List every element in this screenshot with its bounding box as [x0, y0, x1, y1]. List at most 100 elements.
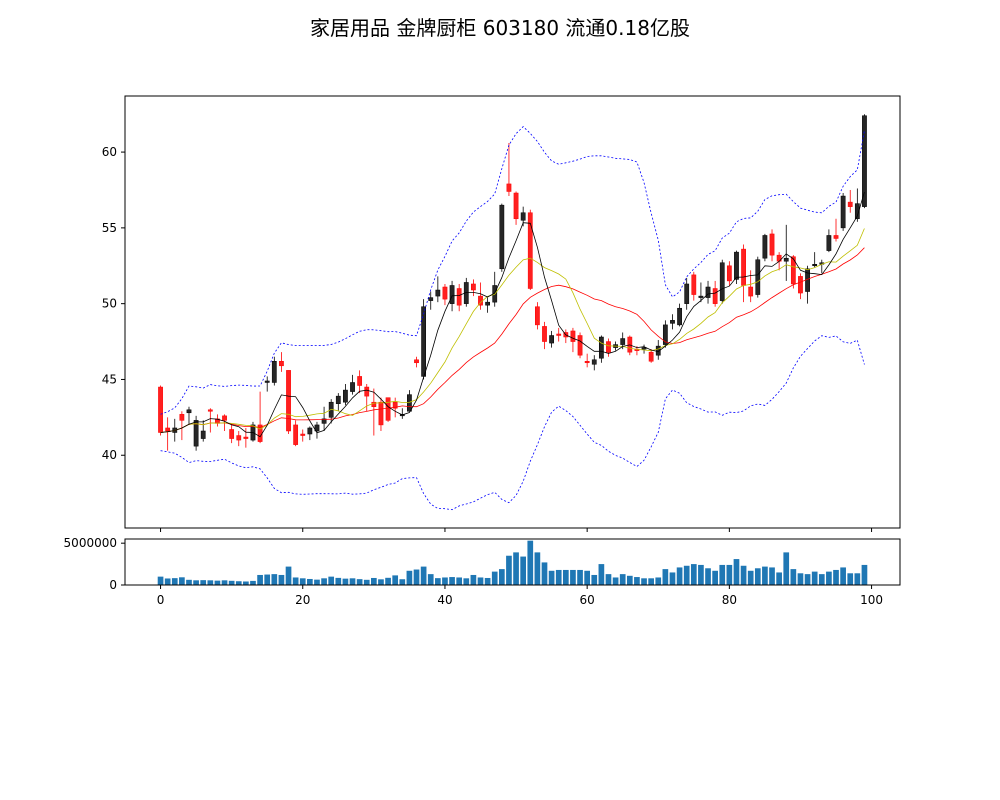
volume-bar — [619, 574, 626, 585]
volume-bar — [463, 578, 470, 585]
volume-bar — [371, 577, 377, 585]
volume-bar — [591, 574, 598, 585]
x-tick-label: 100 — [860, 593, 883, 607]
volume-bar — [726, 564, 733, 585]
candle-body — [392, 401, 398, 409]
volume-bar — [477, 577, 484, 585]
volume-bar — [292, 577, 299, 585]
x-tick-label: 60 — [580, 593, 595, 607]
upper-band-line — [160, 126, 865, 415]
volume-bar — [712, 570, 718, 585]
volume-bar — [570, 569, 576, 585]
ma-long-line — [160, 247, 865, 433]
volume-bar — [399, 579, 406, 585]
candle-body — [193, 420, 199, 447]
volume-bar — [285, 566, 292, 585]
candle-body — [200, 430, 206, 439]
candle-body — [648, 351, 654, 362]
volume-bar — [427, 574, 434, 585]
candle-body — [769, 233, 775, 256]
candle-body — [691, 274, 697, 295]
volume-bar — [698, 564, 704, 585]
candle-body — [506, 183, 512, 192]
candle-body — [748, 286, 754, 297]
candle-body — [734, 251, 739, 280]
volume-bar — [797, 573, 804, 585]
candle-body — [442, 286, 448, 300]
candle-body — [314, 424, 320, 432]
volume-bar — [243, 581, 249, 585]
candle-body — [698, 295, 704, 298]
price-tick-label: 55 — [102, 221, 117, 235]
candle-body — [364, 386, 370, 397]
candle-body — [371, 401, 377, 407]
x-tick-label: 80 — [722, 593, 737, 607]
candle-body — [350, 382, 355, 392]
volume-bar — [171, 578, 178, 585]
volume-bar — [186, 579, 192, 585]
volume-bar — [783, 552, 790, 585]
lower-band-line — [160, 335, 865, 511]
volume-bar — [413, 569, 420, 585]
volume-bar — [584, 570, 590, 585]
volume-bar — [307, 578, 313, 585]
candle-body — [584, 361, 590, 364]
candle-body — [854, 203, 860, 220]
volume-bar — [221, 580, 228, 585]
candle-body — [286, 370, 291, 432]
candle-body — [812, 264, 818, 267]
x-tick-label: 0 — [157, 593, 165, 607]
volume-bar — [200, 580, 207, 585]
volume-bar — [484, 577, 491, 585]
volume-bar — [228, 580, 235, 585]
volume-bar — [164, 578, 171, 585]
volume-bar — [506, 555, 512, 585]
volume-bar — [641, 578, 647, 585]
volume-bar — [541, 562, 548, 585]
volume-bar — [328, 576, 335, 585]
candle-body — [755, 259, 761, 295]
volume-panel: 0 20 40 60 80 100 0 5000000 — [64, 536, 901, 607]
volume-bar — [257, 574, 263, 585]
volume-bar — [733, 559, 740, 585]
volume-bar — [769, 567, 775, 585]
volume-bar — [577, 569, 583, 585]
volume-bar — [683, 565, 690, 585]
candle-body — [549, 335, 554, 344]
volume-bar — [456, 577, 463, 585]
candle-body — [833, 235, 839, 239]
volume-bar — [299, 578, 306, 585]
volume-bar — [626, 575, 633, 585]
candle-body — [520, 212, 526, 221]
candle-body — [542, 326, 547, 342]
volume-bar — [826, 571, 832, 585]
volume-bar — [669, 572, 676, 585]
volume-bar — [314, 579, 320, 585]
volume-bar — [705, 568, 711, 585]
volume-bar — [271, 574, 278, 585]
volume-bar — [548, 570, 555, 585]
candle-body — [158, 386, 163, 433]
candle-body — [712, 288, 718, 304]
volume-bar — [513, 552, 519, 585]
candle-body — [186, 409, 192, 414]
volume-bar — [776, 572, 782, 585]
volume-bar — [840, 567, 846, 585]
candle-body — [435, 289, 441, 297]
volume-bar — [470, 574, 477, 585]
volume-bar — [378, 579, 384, 585]
candle-body — [741, 248, 746, 286]
volume-bar — [157, 576, 164, 585]
candle-body — [670, 320, 675, 324]
volume-bar — [498, 569, 505, 585]
volume-bar — [833, 569, 839, 585]
volume-bar — [555, 569, 562, 585]
volume-bar — [406, 570, 413, 585]
candle-body — [471, 283, 476, 291]
volume-bar — [754, 568, 761, 585]
volume-bar — [342, 578, 349, 585]
volume-bar — [356, 579, 363, 585]
volume-bar — [385, 577, 391, 585]
candle-body — [591, 359, 597, 365]
